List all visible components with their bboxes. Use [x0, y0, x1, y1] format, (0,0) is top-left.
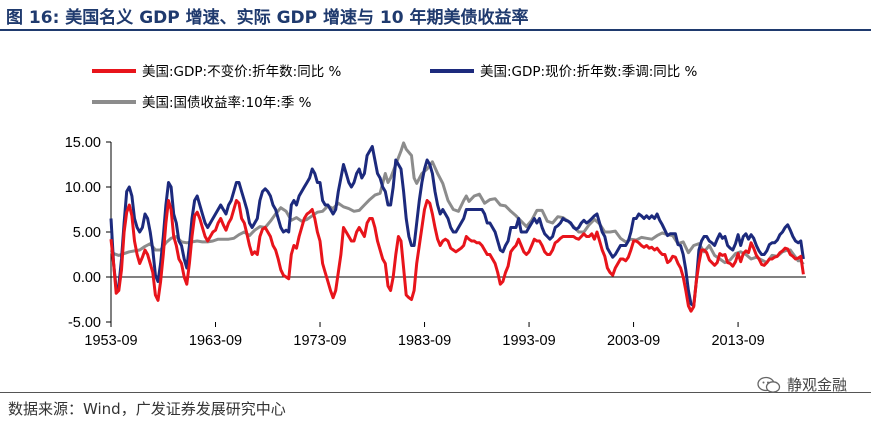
- x-tick-label: 2003-09: [607, 333, 660, 349]
- series-layer: [109, 141, 805, 313]
- wechat-logo-icon: [757, 376, 781, 393]
- line-chart: 美国:GDP:不变价:折年数:同比 % 美国:GDP:现价:折年数:季调:同比 …: [65, 64, 806, 349]
- figure-title: 图 16: 美国名义 GDP 增速、实际 GDP 增速与 10 年期美债收益率: [6, 8, 529, 28]
- watermark-text: 静观金融: [786, 376, 847, 394]
- series-line-treasury: [110, 141, 805, 266]
- source-note: 数据来源：Wind，广发证券发展研究中心: [8, 400, 286, 418]
- y-tick-label: 15.00: [65, 135, 101, 151]
- y-tick-label: -5.00: [68, 315, 101, 331]
- y-tick-label: 0.00: [73, 270, 101, 286]
- bottom-rule: [0, 392, 871, 393]
- x-ticks: 1953-09 1963-09 1973-09 1983-09 1993-09 2003-…: [84, 322, 765, 349]
- x-tick-label: 1963-09: [189, 333, 242, 349]
- figure-header: 图 16: 美国名义 GDP 增速、实际 GDP 增速与 10 年期美债收益率: [0, 0, 871, 31]
- legend-label-treasury: 美国:国债收益率:10年:季 %: [142, 94, 312, 111]
- y-ticks: 15.00 10.00 5.00 0.00 -5.00: [65, 135, 111, 331]
- series-line-nominal-gdp: [109, 145, 805, 308]
- x-tick-label: 2013-09: [711, 333, 764, 349]
- x-tick-label: 1973-09: [293, 333, 346, 349]
- x-tick-label: 1983-09: [398, 333, 451, 349]
- chart-legend: 美国:GDP:不变价:折年数:同比 % 美国:GDP:现价:折年数:季调:同比 …: [92, 64, 698, 111]
- y-tick-label: 5.00: [73, 225, 101, 241]
- x-tick-label: 1993-09: [502, 333, 555, 349]
- watermark: 静观金融: [757, 374, 847, 395]
- top-rule: [0, 29, 871, 31]
- x-tick-label: 1953-09: [84, 333, 137, 349]
- y-tick-label: 10.00: [65, 180, 101, 196]
- series-line-real-gdp: [109, 199, 805, 313]
- legend-label-nominal-gdp: 美国:GDP:现价:折年数:季调:同比 %: [480, 64, 698, 80]
- legend-label-real-gdp: 美国:GDP:不变价:折年数:同比 %: [142, 64, 341, 80]
